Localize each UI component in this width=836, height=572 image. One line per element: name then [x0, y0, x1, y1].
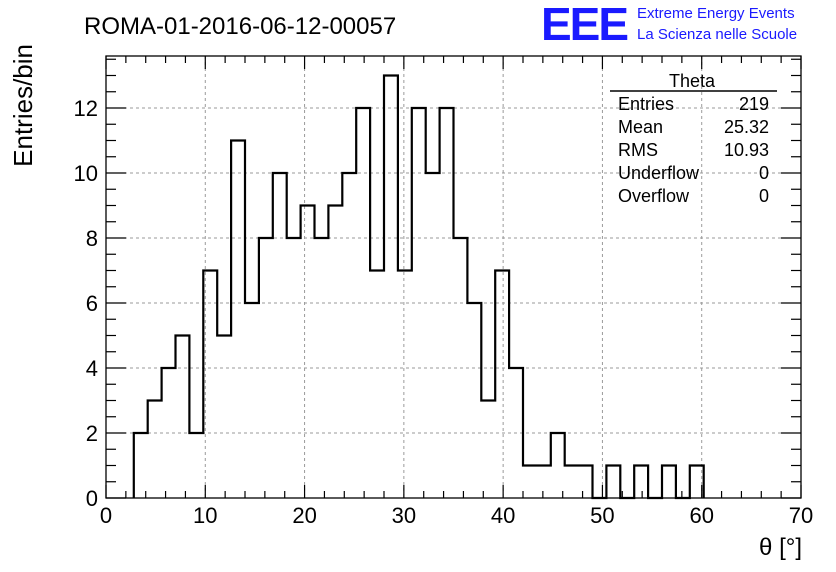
- stats-box: Theta Entries 219 Mean 25.32 RMS 10.93 U…: [610, 71, 777, 206]
- histogram-bin: [189, 433, 203, 498]
- histogram-bin: [467, 303, 481, 498]
- eee-logo-text: EEE: [541, 0, 627, 50]
- histogram-bin: [634, 466, 648, 499]
- histogram-bin: [606, 466, 620, 499]
- stats-label-overflow: Overflow: [618, 186, 690, 206]
- histogram-bin: [245, 303, 259, 498]
- y-axis-label: Entries/bin: [8, 44, 38, 167]
- histogram-bin: [301, 206, 315, 499]
- x-tick-label: 70: [789, 503, 813, 528]
- x-tick-label: 60: [689, 503, 713, 528]
- histogram-bin: [481, 401, 495, 499]
- histogram-bin: [662, 466, 676, 499]
- histogram-bin: [328, 206, 342, 499]
- histogram-bin: [273, 173, 287, 498]
- x-tick-label: 50: [590, 503, 614, 528]
- stats-value-entries: 219: [739, 94, 769, 114]
- histogram: [132, 74, 705, 500]
- stats-value-mean: 25.32: [724, 117, 769, 137]
- org-subtitle: La Scienza nelle Scuole: [637, 26, 797, 43]
- histogram-bin: [426, 173, 440, 498]
- y-tick-label: 0: [86, 486, 98, 511]
- eee-logo: EEE: [541, 0, 629, 50]
- y-tick-label: 10: [74, 161, 98, 186]
- stats-label-rms: RMS: [618, 140, 658, 160]
- histogram-bin: [134, 433, 148, 498]
- x-axis-label: θ [°]: [759, 534, 802, 561]
- axis-ticks: [105, 56, 802, 499]
- histogram-bin: [565, 466, 579, 499]
- histogram-bin: [523, 466, 537, 499]
- histogram-bin: [370, 271, 384, 499]
- histogram-bin: [537, 466, 551, 499]
- chart-title: ROMA-01-2016-06-12-00057: [84, 13, 396, 40]
- y-tick-label: 12: [74, 96, 98, 121]
- plot-frame: [105, 55, 802, 499]
- histogram-outline: [132, 74, 705, 500]
- x-tick-label: 30: [392, 503, 416, 528]
- stats-value-rms: 10.93: [724, 140, 769, 160]
- histogram-bin: [342, 173, 356, 498]
- tick-labels: 0 10 20 30 40 50 60 70 0 2 4 6 8 10 12: [74, 96, 814, 528]
- y-tick-label: 4: [86, 356, 98, 381]
- y-tick-label: 8: [86, 226, 98, 251]
- y-tick-label: 6: [86, 291, 98, 316]
- histogram-bin: [440, 108, 454, 498]
- x-tick-label: 20: [292, 503, 316, 528]
- stats-value-overflow: 0: [759, 186, 769, 206]
- stats-value-underflow: 0: [759, 163, 769, 183]
- histogram-bin: [176, 336, 190, 499]
- histogram-bin: [495, 271, 509, 499]
- histogram-bin: [148, 401, 162, 499]
- histogram-bin: [231, 141, 245, 499]
- histogram-bin: [551, 433, 565, 498]
- histogram-bin: [384, 76, 398, 499]
- stats-label-entries: Entries: [618, 94, 674, 114]
- histogram-bin: [579, 466, 593, 499]
- y-tick-label: 2: [86, 421, 98, 446]
- x-tick-label: 0: [100, 503, 112, 528]
- stats-title: Theta: [669, 71, 716, 91]
- histogram-bin: [217, 336, 231, 499]
- x-tick-label: 10: [193, 503, 217, 528]
- stats-label-mean: Mean: [618, 117, 663, 137]
- grid: [106, 56, 801, 498]
- stats-label-underflow: Underflow: [618, 163, 700, 183]
- org-name: Extreme Energy Events: [637, 5, 795, 22]
- histogram-bin: [398, 271, 412, 499]
- x-tick-label: 40: [491, 503, 515, 528]
